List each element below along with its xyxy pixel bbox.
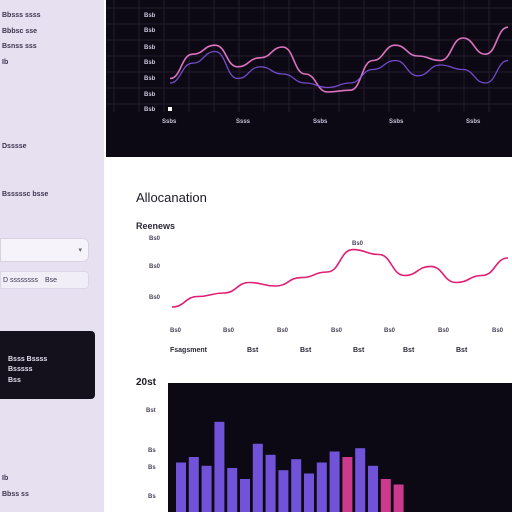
y-tick-label: Bs0 bbox=[149, 236, 161, 242]
x-tick-label: Bs0 bbox=[384, 328, 396, 334]
bar bbox=[342, 457, 353, 512]
bar bbox=[291, 459, 302, 512]
y-tick-label: Bsb bbox=[144, 107, 156, 113]
chart-subtitle: Reenews bbox=[136, 221, 176, 231]
sidebar-row-label: D ssssssss bbox=[3, 277, 38, 284]
y-tick-label: Bsb bbox=[144, 28, 156, 34]
y-tick-label: Bs bbox=[148, 465, 156, 471]
x-tick-label: Bs0 bbox=[492, 328, 504, 334]
y-tick-label: Bs0 bbox=[149, 295, 161, 301]
top-chart-panel: Bsb Bsb Bsb Bsb Bsb Bsb Bsb Ssbs Ssss Ss… bbox=[106, 0, 512, 157]
sidebar-item[interactable]: Bbbsc sse bbox=[2, 28, 38, 35]
bar bbox=[304, 473, 314, 512]
x-tick-label: Bs0 bbox=[170, 328, 182, 334]
x-tick-label: Ssbs bbox=[313, 119, 328, 125]
sidebar-label: Dsssse bbox=[2, 143, 27, 150]
y-tick-label: Bs bbox=[148, 494, 156, 500]
sidebar-card[interactable]: Bsss Bssss Bsssss Bss bbox=[0, 331, 95, 399]
section-title: Allocanation bbox=[136, 190, 207, 205]
bar bbox=[355, 448, 366, 512]
x-axis-label: Bst bbox=[456, 347, 468, 354]
sidebar: Bbsss ssss Bbbsc sse Bsnss sss Ib Dsssse… bbox=[0, 0, 104, 512]
bar bbox=[188, 457, 199, 512]
chevron-down-icon: ▾ bbox=[78, 247, 82, 254]
bar bbox=[176, 462, 186, 512]
y-tick-label: Bsb bbox=[144, 45, 156, 51]
y-tick-label: Bsb bbox=[144, 60, 156, 66]
x-tick-label: Bs0 bbox=[277, 328, 289, 334]
bar bbox=[252, 443, 263, 512]
x-axis-label: Bst bbox=[247, 347, 259, 354]
card-line: Bsssss bbox=[8, 366, 33, 373]
bar bbox=[227, 468, 238, 512]
y-tick-label: Bs0 bbox=[149, 264, 161, 270]
series-line bbox=[169, 26, 509, 93]
sidebar-item[interactable]: Ib bbox=[2, 59, 9, 66]
sidebar-footer: Bbss ss bbox=[2, 491, 29, 498]
bar bbox=[380, 479, 391, 512]
sidebar-item[interactable]: Bbsss ssss bbox=[2, 12, 41, 19]
bar bbox=[214, 421, 225, 512]
y-tick-label: Bsb bbox=[144, 92, 156, 98]
sidebar-select[interactable]: ▾ bbox=[0, 238, 89, 262]
card-line: Bsss Bssss bbox=[8, 356, 48, 363]
x-axis-label: Bst bbox=[353, 347, 365, 354]
bar bbox=[393, 484, 404, 512]
bar bbox=[329, 451, 340, 512]
x-tick-label: Ssbs bbox=[466, 119, 481, 125]
section-label: 20st bbox=[136, 377, 157, 388]
sidebar-item[interactable]: Bsnss sss bbox=[2, 43, 37, 50]
bar bbox=[316, 462, 327, 512]
bar bbox=[201, 465, 212, 512]
bar bbox=[265, 454, 276, 512]
x-tick-label: Ssbs bbox=[162, 119, 177, 125]
data-point bbox=[168, 107, 172, 111]
x-tick-label: Ssss bbox=[236, 119, 251, 125]
sidebar-row[interactable]: D ssssssss Bse bbox=[0, 271, 89, 289]
series-line bbox=[169, 50, 509, 89]
bar bbox=[278, 470, 289, 512]
y-tick-label: Bsb bbox=[144, 13, 156, 19]
sidebar-row-value: Bse bbox=[45, 277, 58, 284]
x-tick-label: Bs0 bbox=[223, 328, 235, 334]
series-line bbox=[171, 248, 509, 308]
bar bbox=[368, 465, 378, 512]
x-tick-label: Ssbs bbox=[389, 119, 404, 125]
top-line-chart bbox=[106, 0, 512, 112]
y-tick-label: Bst bbox=[146, 408, 156, 414]
x-tick-label: Bs0 bbox=[331, 328, 343, 334]
middle-line-chart bbox=[171, 248, 509, 308]
card-line: Bss bbox=[8, 377, 21, 384]
x-axis-label: Fsagsment bbox=[170, 347, 207, 354]
y-tick-label: Bsb bbox=[144, 76, 156, 82]
x-axis-label: Bst bbox=[300, 347, 312, 354]
sidebar-label: Bsssssc bsse bbox=[2, 191, 49, 198]
peak-label: Bs0 bbox=[352, 241, 364, 247]
y-tick-label: Bs bbox=[148, 448, 156, 454]
bar-chart-panel bbox=[168, 383, 512, 512]
bar bbox=[240, 479, 250, 512]
x-axis-label: Bst bbox=[403, 347, 415, 354]
bar-chart bbox=[176, 421, 404, 512]
sidebar-footer: Ib bbox=[2, 475, 9, 482]
x-tick-label: Bs0 bbox=[438, 328, 450, 334]
